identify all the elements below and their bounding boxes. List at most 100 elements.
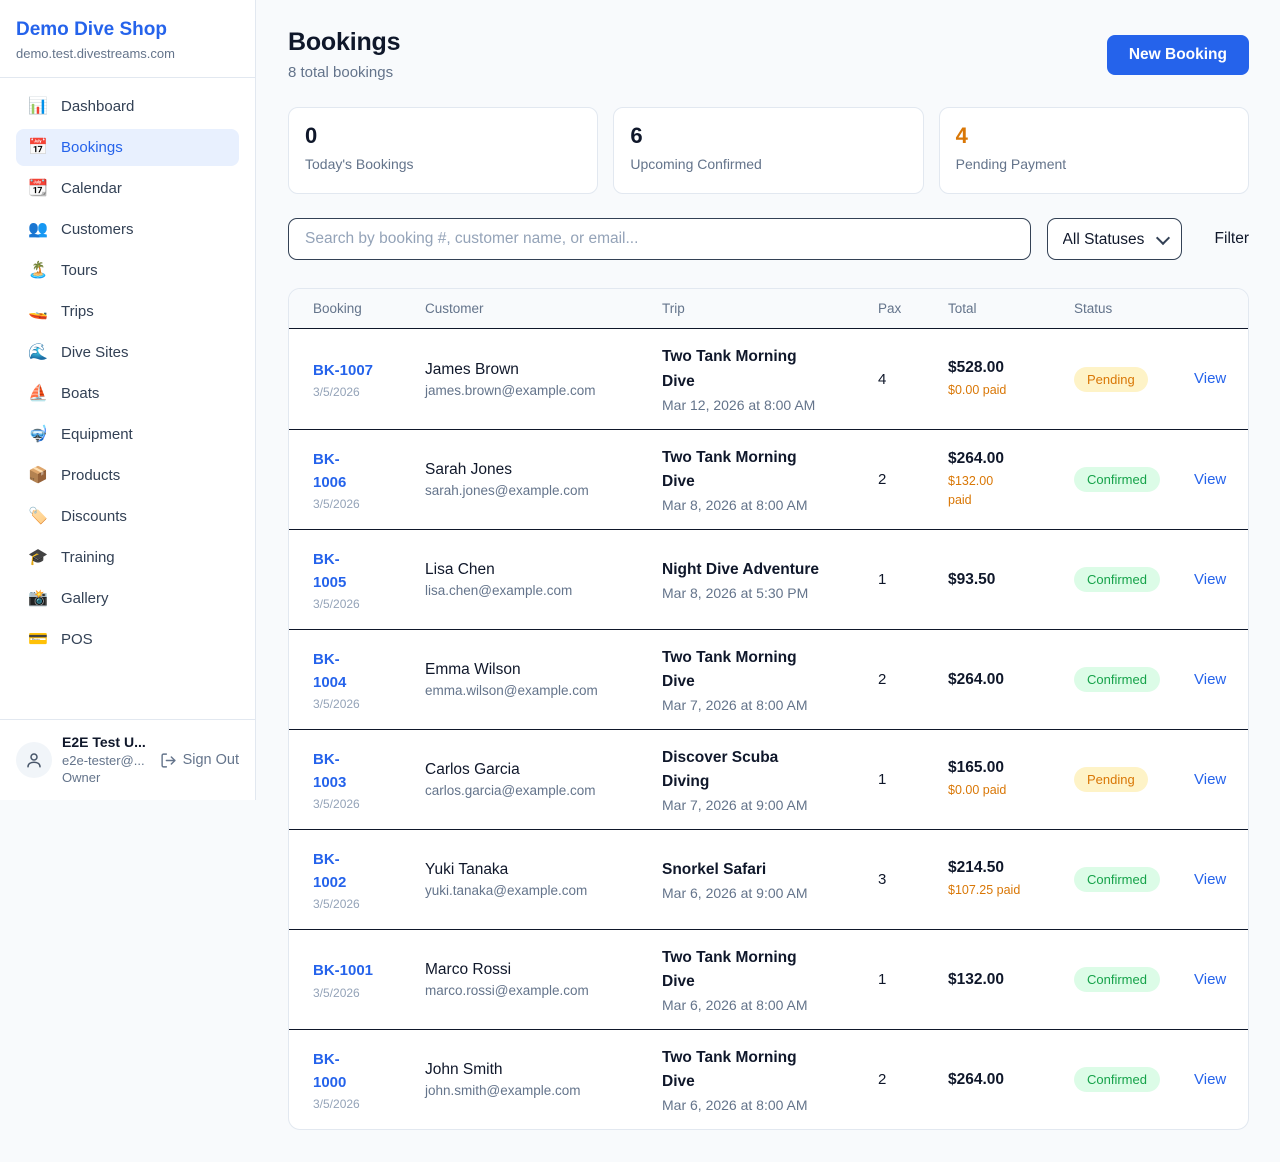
trip-name: Two Tank Morning Dive — [662, 448, 797, 490]
search-input[interactable] — [288, 218, 1031, 260]
customer-name: Sarah Jones — [425, 461, 513, 478]
stat-value: 0 — [305, 123, 318, 148]
customer-email: carlos.garcia@example.com — [425, 783, 596, 798]
booking-id-link[interactable]: BK- 1003 — [313, 750, 347, 791]
view-link[interactable]: View — [1194, 470, 1227, 488]
table-row: BK- 1005 3/5/2026 Lisa Chen lisa.chen@ex… — [289, 529, 1248, 629]
action-cell: View — [1194, 471, 1232, 489]
sidebar-item[interactable]: 📅 Bookings — [16, 129, 239, 166]
booking-id-link[interactable]: BK-1001 — [313, 962, 374, 980]
view-link[interactable]: View — [1194, 670, 1227, 688]
trip-cell: Discover Scuba Diving Mar 7, 2026 at 9:0… — [662, 746, 878, 813]
nav-item-label: Equipment — [61, 426, 133, 443]
action-cell: View — [1194, 571, 1232, 589]
sidebar-item[interactable]: 🌊 Dive Sites — [16, 334, 239, 371]
sidebar-item[interactable]: 🚤 Trips — [16, 293, 239, 330]
status-cell: Confirmed — [1074, 967, 1194, 992]
customer-cell: Emma Wilson emma.wilson@example.com — [425, 661, 662, 698]
sign-out-label: Sign Out — [182, 752, 239, 768]
total-cell: $528.00 $0.00 paid — [948, 359, 1074, 399]
nav-item-label: Gallery — [61, 590, 109, 607]
booking-date: 3/5/2026 — [313, 385, 360, 400]
booking-cell: BK- 1002 3/5/2026 — [313, 848, 425, 912]
customer-email: marco.rossi@example.com — [425, 983, 589, 998]
sidebar-item[interactable]: 📊 Dashboard — [16, 88, 239, 125]
booking-id-link[interactable]: BK- 1002 — [313, 850, 347, 891]
nav-item-icon: 📆 — [28, 179, 48, 197]
stats-row: 0 Today's Bookings 6 Upcoming Confirmed … — [288, 107, 1249, 194]
user-role: Owner — [62, 770, 101, 786]
action-cell: View — [1194, 771, 1232, 789]
brand-block: Demo Dive Shop demo.test.divestreams.com — [0, 0, 255, 78]
nav-item-icon: 📦 — [28, 466, 48, 484]
action-cell: View — [1194, 370, 1232, 388]
customer-cell: Marco Rossi marco.rossi@example.com — [425, 961, 662, 998]
new-booking-button[interactable]: New Booking — [1106, 34, 1249, 75]
nav-item-icon: 🚤 — [28, 302, 48, 320]
total-cell: $132.00 — [948, 971, 1074, 989]
trip-cell: Two Tank Morning Dive Mar 12, 2026 at 8:… — [662, 345, 878, 412]
booking-date: 3/5/2026 — [313, 597, 360, 612]
view-link[interactable]: View — [1194, 770, 1227, 788]
sidebar-item[interactable]: 🤿 Equipment — [16, 416, 239, 453]
total-amount: $264.00 — [948, 1070, 1005, 1088]
paid-amount: $132.00 paid — [948, 474, 994, 507]
stat-card: 6 Upcoming Confirmed — [613, 107, 924, 194]
sidebar-item[interactable]: 📆 Calendar — [16, 170, 239, 207]
action-cell: View — [1194, 671, 1232, 689]
paid-amount: $0.00 paid — [948, 382, 1007, 397]
sidebar-item[interactable]: 👥 Customers — [16, 211, 239, 248]
sidebar-item[interactable]: 📦 Products — [16, 457, 239, 494]
booking-id-link[interactable]: BK- 1004 — [313, 650, 347, 691]
view-link[interactable]: View — [1194, 370, 1227, 387]
customer-email: emma.wilson@example.com — [425, 683, 598, 698]
table-row: BK- 1002 3/5/2026 Yuki Tanaka yuki.tanak… — [289, 829, 1248, 929]
action-cell: View — [1194, 871, 1232, 889]
view-link[interactable]: View — [1194, 570, 1227, 588]
status-select-wrap: All Statuses — [1046, 218, 1182, 260]
pax-cell: 2 — [878, 671, 887, 688]
paid-amount: $107.25 paid — [948, 883, 1021, 898]
table-row: BK- 1003 3/5/2026 Carlos Garcia carlos.g… — [289, 729, 1248, 829]
status-cell: Pending — [1074, 366, 1194, 392]
total-amount: $264.00 — [948, 670, 1005, 688]
filter-button[interactable]: Filter — [1214, 230, 1249, 247]
customer-name: Marco Rossi — [425, 961, 512, 978]
nav-item-icon: 🏷️ — [28, 507, 48, 525]
total-cell: $264.00 $132.00 paid — [948, 450, 1074, 508]
stat-label: Upcoming Confirmed — [630, 156, 762, 172]
sidebar-item[interactable]: 🎓 Training — [16, 539, 239, 576]
customer-email: yuki.tanaka@example.com — [425, 883, 588, 898]
user-info: E2E Test U... e2e-tester@... Owner — [62, 733, 146, 787]
booking-cell: BK- 1006 3/5/2026 — [313, 448, 425, 512]
nav-item-label: Tours — [61, 262, 98, 279]
status-select[interactable]: All Statuses — [1046, 218, 1182, 260]
booking-id-link[interactable]: BK- 1000 — [313, 1050, 347, 1091]
status-badge: Confirmed — [1074, 1067, 1160, 1092]
customer-cell: Sarah Jones sarah.jones@example.com — [425, 461, 662, 498]
sidebar-item[interactable]: 🏝️ Tours — [16, 252, 239, 289]
trip-name: Discover Scuba Diving — [662, 748, 779, 790]
stat-card: 4 Pending Payment — [938, 107, 1249, 194]
status-badge: Confirmed — [1074, 867, 1160, 892]
sidebar-item[interactable]: 📸 Gallery — [16, 580, 239, 617]
nav-item-icon: 👥 — [28, 220, 48, 238]
trip-cell: Two Tank Morning Dive Mar 6, 2026 at 8:0… — [662, 946, 878, 1013]
booking-id-link[interactable]: BK- 1005 — [313, 550, 347, 591]
table-header-cell: Status — [1074, 301, 1113, 316]
view-link[interactable]: View — [1194, 970, 1227, 988]
user-email: e2e-tester@... — [62, 752, 145, 768]
sidebar-item[interactable]: 💳 POS — [16, 621, 239, 658]
view-link[interactable]: View — [1194, 1070, 1227, 1088]
sidebar-item[interactable]: 🏷️ Discounts — [16, 498, 239, 535]
status-badge: Pending — [1074, 767, 1148, 792]
booking-id-link[interactable]: BK-1007 — [313, 361, 374, 379]
sign-out-button[interactable]: Sign Out — [160, 752, 239, 769]
view-link[interactable]: View — [1194, 870, 1227, 888]
customer-name: Carlos Garcia — [425, 761, 520, 778]
pax-cell: 1 — [878, 971, 887, 988]
total-cell: $93.50 — [948, 571, 1074, 589]
sidebar-item[interactable]: ⛵ Boats — [16, 375, 239, 412]
status-badge: Confirmed — [1074, 967, 1160, 992]
booking-id-link[interactable]: BK- 1006 — [313, 450, 347, 491]
